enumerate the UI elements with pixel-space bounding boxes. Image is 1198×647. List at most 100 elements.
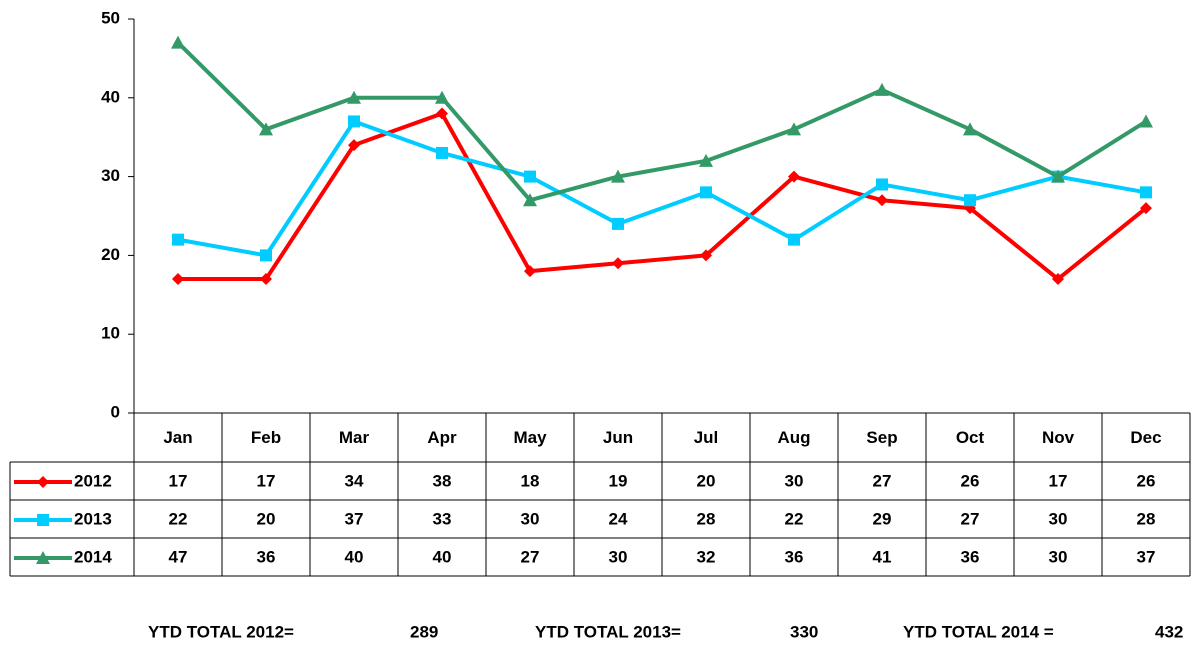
marker [699, 153, 713, 167]
marker [172, 233, 184, 246]
marker [963, 122, 977, 136]
marker [436, 107, 448, 120]
marker [260, 249, 272, 262]
marker [37, 514, 49, 526]
marker [436, 146, 448, 159]
table-value: 27 [961, 509, 980, 528]
marker [876, 178, 888, 191]
annotation-value: 289 [410, 622, 438, 641]
x-tick-label: Jul [694, 428, 719, 447]
table-value: 20 [697, 471, 716, 490]
table-value: 30 [521, 509, 540, 528]
marker [435, 90, 449, 104]
table-value: 27 [873, 471, 892, 490]
table-value: 38 [433, 471, 452, 490]
marker [348, 139, 360, 152]
table-value: 22 [785, 509, 804, 528]
marker [523, 193, 537, 207]
x-tick-label: Aug [777, 428, 810, 447]
table-value: 34 [345, 471, 364, 490]
marker [612, 257, 624, 270]
marker [611, 169, 625, 183]
table-value: 36 [257, 547, 276, 566]
legend-label: 2012 [74, 471, 112, 490]
x-tick-label: Jun [603, 428, 633, 447]
marker [788, 233, 800, 246]
marker [1140, 186, 1152, 199]
marker [875, 82, 889, 96]
x-tick-label: Apr [427, 428, 457, 447]
marker [1052, 273, 1064, 286]
table-value: 17 [257, 471, 276, 490]
series-line [178, 111, 1148, 282]
table-value: 47 [169, 547, 188, 566]
marker [1051, 169, 1065, 183]
marker [524, 265, 536, 278]
x-tick-label: Oct [956, 428, 985, 447]
annotation-label: YTD TOTAL 2013= [535, 622, 681, 641]
marker [612, 217, 624, 230]
table-value: 30 [1049, 547, 1068, 566]
marker [171, 35, 185, 49]
marker [1140, 202, 1152, 215]
table-value: 19 [609, 471, 628, 490]
table-value: 28 [1137, 509, 1156, 528]
table-value: 17 [1049, 471, 1068, 490]
x-tick-label: Feb [251, 428, 281, 447]
x-tick-label: Dec [1130, 428, 1161, 447]
legend-label: 2014 [74, 547, 112, 566]
table-value: 30 [609, 547, 628, 566]
table-value: 30 [1049, 509, 1068, 528]
table-value: 40 [345, 547, 364, 566]
marker [788, 170, 800, 183]
table-value: 33 [433, 509, 452, 528]
table-value: 37 [1137, 547, 1156, 566]
y-tick-label: 40 [101, 87, 120, 106]
table-value: 30 [785, 471, 804, 490]
legend-label: 2013 [74, 509, 112, 528]
table-value: 20 [257, 509, 276, 528]
x-tick-label: Mar [339, 428, 370, 447]
marker [1139, 114, 1153, 128]
marker [347, 90, 361, 104]
marker [37, 476, 49, 488]
table-value: 26 [1137, 471, 1156, 490]
table-value: 18 [521, 471, 540, 490]
marker [259, 122, 273, 136]
table-value: 17 [169, 471, 188, 490]
table-value: 41 [873, 547, 892, 566]
table-value: 37 [345, 509, 364, 528]
series-line [176, 41, 1148, 203]
marker [348, 115, 360, 128]
table-value: 22 [169, 509, 188, 528]
y-tick-label: 30 [101, 166, 120, 185]
table-value: 29 [873, 509, 892, 528]
x-tick-label: Nov [1042, 428, 1075, 447]
x-tick-label: May [513, 428, 547, 447]
x-tick-label: Sep [866, 428, 897, 447]
marker [36, 551, 50, 564]
marker [700, 249, 712, 262]
marker [964, 194, 976, 207]
y-tick-label: 20 [101, 245, 120, 264]
table-value: 27 [521, 547, 540, 566]
table-value: 36 [961, 547, 980, 566]
y-tick-label: 50 [101, 8, 120, 27]
marker [524, 170, 536, 183]
marker [876, 194, 888, 207]
table-value: 24 [609, 509, 628, 528]
table-value: 32 [697, 547, 716, 566]
y-tick-label: 10 [101, 324, 120, 343]
table-value: 26 [961, 471, 980, 490]
table-value: 28 [697, 509, 716, 528]
annotation-label: YTD TOTAL 2014 = [903, 622, 1054, 641]
table-value: 36 [785, 547, 804, 566]
annotation-value: 330 [790, 622, 818, 641]
annotation-label: YTD TOTAL 2012= [148, 622, 294, 641]
y-tick-label: 0 [111, 402, 120, 421]
marker [172, 273, 184, 286]
x-tick-label: Jan [163, 428, 192, 447]
marker [260, 273, 272, 286]
annotation-value: 432 [1155, 622, 1183, 641]
